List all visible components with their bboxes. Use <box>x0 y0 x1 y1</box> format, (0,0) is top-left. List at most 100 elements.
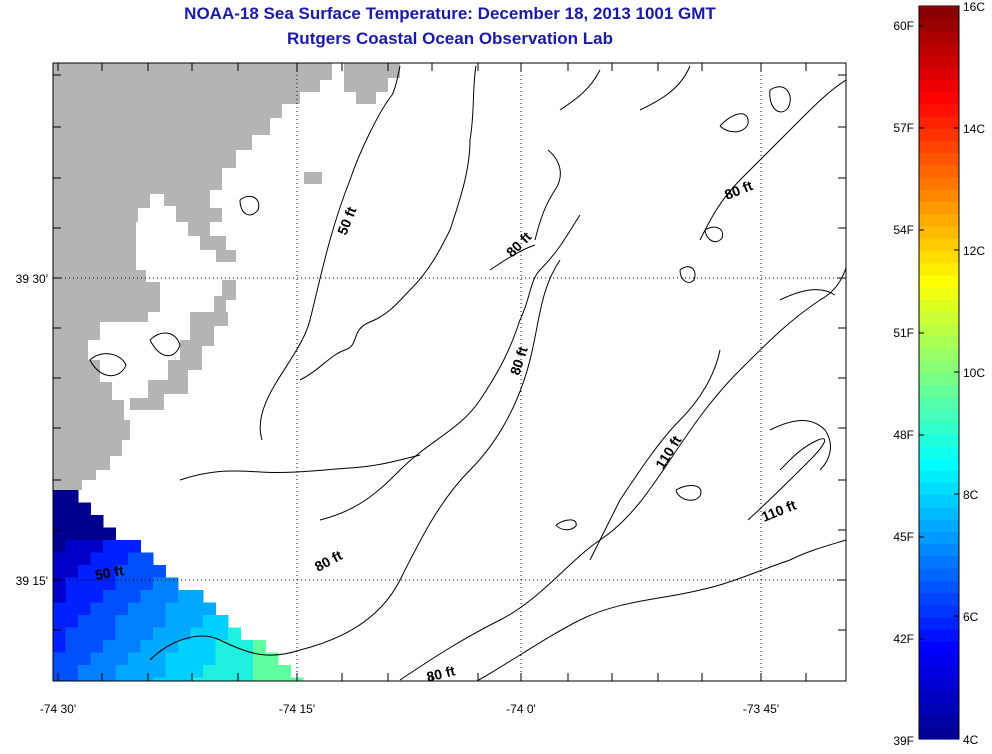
sst-cell <box>53 577 66 591</box>
sst-cell <box>178 627 191 641</box>
sst-cell <box>253 640 266 653</box>
sst-cell <box>153 602 166 616</box>
colorbar-band <box>919 409 959 422</box>
colorbar-band <box>919 592 959 606</box>
colorbar-band <box>919 274 959 288</box>
sst-cell <box>153 565 166 578</box>
colorbar-band <box>919 677 959 691</box>
colorbar-band <box>919 18 959 32</box>
colorbar-f-label: 54F <box>893 223 914 237</box>
colorbar-band <box>919 714 959 728</box>
sst-cell <box>115 552 129 566</box>
sst-cell <box>140 665 154 678</box>
sst-cell <box>90 602 104 616</box>
sst-cell <box>115 640 129 653</box>
sst-cell <box>78 640 91 653</box>
sst-cell <box>65 577 79 591</box>
sst-cell <box>228 652 241 666</box>
sst-cell <box>265 652 279 666</box>
colorbar-band <box>919 458 959 471</box>
colorbar-f-label: 51F <box>893 326 914 340</box>
colorbar-band <box>919 702 959 716</box>
sst-cell <box>178 652 191 666</box>
sst-cell <box>103 602 116 616</box>
sst-cell <box>128 640 141 653</box>
sst-cell <box>78 665 91 678</box>
colorbar-band <box>919 690 959 703</box>
colorbar-band <box>919 335 959 349</box>
sst-cell <box>65 490 79 503</box>
land-patch <box>344 63 400 104</box>
colorbar-band <box>919 470 959 484</box>
colorbar-band <box>919 665 959 679</box>
sst-cell <box>190 602 204 616</box>
sst-cell <box>128 590 141 603</box>
colorbar-bands <box>919 6 959 740</box>
x-tick-label: -73 45' <box>743 702 779 716</box>
colorbar-ticks <box>919 25 959 640</box>
sst-cell <box>103 615 116 628</box>
colorbar-f-label: 60F <box>893 19 914 33</box>
sst-cell <box>178 615 191 628</box>
colorbar-band <box>919 177 959 190</box>
sst-cell <box>115 652 129 666</box>
sst-cell <box>128 677 141 681</box>
sst-cell <box>140 652 154 666</box>
sst-cell <box>78 590 91 603</box>
colorbar-band <box>919 482 959 496</box>
colorbar-f-label: 57F <box>893 121 914 135</box>
colorbar-band <box>919 653 959 667</box>
colorbar-band <box>919 580 959 593</box>
colorbar-band <box>919 91 959 105</box>
sst-cell <box>53 640 66 653</box>
sst-cell <box>65 640 79 653</box>
sst-cell <box>53 615 66 628</box>
sst-cell <box>265 665 279 678</box>
sst-cell <box>153 665 166 678</box>
sst-cell <box>53 515 66 528</box>
map-subtitle: Rutgers Coastal Ocean Observation Lab <box>287 29 613 48</box>
sst-cell <box>203 677 216 681</box>
sst-cell <box>140 615 154 628</box>
y-tick-label: 39 15' <box>16 574 48 588</box>
sst-cell <box>178 590 191 603</box>
sst-cell <box>90 640 104 653</box>
sst-cell <box>78 577 91 591</box>
sst-cell <box>115 577 129 591</box>
sst-cell <box>53 590 66 603</box>
sst-cell <box>190 615 204 628</box>
sst-cell <box>190 652 204 666</box>
sst-cell <box>165 640 179 653</box>
colorbar-band <box>919 250 959 264</box>
sst-cell <box>103 565 116 578</box>
sst-cell <box>90 565 104 578</box>
sst-cell <box>215 677 229 681</box>
sst-cell <box>90 665 104 678</box>
sst-cell <box>165 577 179 591</box>
sst-cell <box>178 665 191 678</box>
sst-cell <box>128 577 141 591</box>
sst-cell <box>253 677 266 681</box>
colorbar-band <box>919 299 959 313</box>
sst-cell <box>90 652 104 666</box>
colorbar-band <box>919 128 959 141</box>
sst-cell <box>165 665 179 678</box>
colorbar-band <box>919 54 959 68</box>
colorbar-band <box>919 372 959 386</box>
colorbar-band <box>919 726 959 740</box>
sst-cell <box>90 627 104 641</box>
colorbar-band <box>919 519 959 532</box>
sst-cell <box>178 602 191 616</box>
sst-cell <box>190 627 204 641</box>
colorbar-band <box>919 421 959 435</box>
colorbar-band <box>919 543 959 557</box>
sst-cell <box>153 652 166 666</box>
sst-cell <box>103 590 116 603</box>
sst-cell <box>65 540 79 553</box>
x-tick-label: -74 30' <box>40 702 76 716</box>
sst-cell <box>115 565 129 578</box>
colorbar-band <box>919 348 959 361</box>
sst-cell <box>178 677 191 681</box>
map-frame <box>52 62 847 682</box>
colorbar-c-label: 12C <box>963 244 985 258</box>
